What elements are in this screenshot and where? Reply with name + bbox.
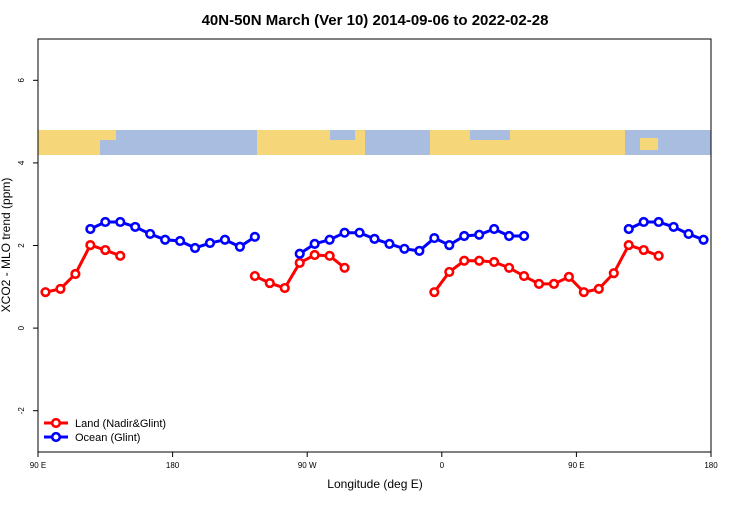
data-point bbox=[608, 268, 619, 279]
data-point bbox=[683, 228, 694, 240]
y-tick-label: 2 bbox=[17, 243, 26, 248]
data-point bbox=[504, 262, 515, 273]
data-point bbox=[264, 277, 275, 289]
data-point bbox=[474, 255, 485, 266]
data-point bbox=[653, 250, 664, 261]
data-point bbox=[518, 270, 530, 282]
data-point bbox=[548, 278, 560, 290]
map-land bbox=[430, 130, 625, 155]
data-point bbox=[100, 244, 111, 256]
data-point bbox=[249, 231, 260, 242]
data-point bbox=[130, 221, 141, 233]
data-point bbox=[294, 248, 305, 259]
data-point bbox=[160, 234, 171, 245]
data-point bbox=[444, 266, 455, 278]
data-point bbox=[115, 216, 126, 228]
y-tick-label: 4 bbox=[17, 160, 26, 165]
data-point bbox=[518, 230, 530, 242]
data-point bbox=[444, 239, 455, 251]
data-point bbox=[219, 234, 231, 245]
data-point bbox=[70, 268, 81, 280]
y-axis-label: XCO2 - MLO trend (ppm) bbox=[0, 178, 13, 313]
data-point bbox=[294, 257, 305, 268]
map-strip bbox=[38, 130, 711, 155]
data-point bbox=[623, 223, 634, 235]
legend-label: Ocean (Glint) bbox=[75, 432, 140, 444]
data-point bbox=[504, 230, 515, 242]
data-point bbox=[593, 283, 604, 294]
map-ocean bbox=[330, 130, 355, 140]
data-point bbox=[309, 249, 320, 261]
y-tick-label: 0 bbox=[17, 325, 26, 330]
data-point bbox=[489, 223, 500, 235]
y-tick-label: -2 bbox=[17, 407, 26, 415]
plot-frame bbox=[37, 38, 712, 453]
data-point bbox=[459, 255, 470, 266]
data-point bbox=[429, 232, 440, 244]
data-point bbox=[40, 287, 51, 298]
data-point bbox=[249, 270, 260, 282]
data-point bbox=[668, 221, 679, 233]
chart-title: 40N-50N March (Ver 10) 2014-09-06 to 202… bbox=[202, 12, 549, 29]
data-point bbox=[189, 242, 201, 254]
x-tick-label: 90 E bbox=[30, 461, 46, 470]
data-point bbox=[533, 278, 545, 290]
data-point bbox=[474, 229, 485, 240]
data-point bbox=[309, 238, 320, 249]
data-point bbox=[174, 235, 186, 247]
x-axis-label: Longitude (deg E) bbox=[327, 477, 422, 491]
data-point bbox=[414, 245, 425, 256]
map-land bbox=[640, 138, 658, 150]
data-point bbox=[339, 227, 350, 238]
map-ocean bbox=[470, 130, 510, 140]
data-point bbox=[578, 287, 589, 298]
data-point bbox=[429, 287, 440, 298]
data-point bbox=[563, 271, 575, 282]
map-ocean bbox=[100, 140, 130, 155]
data-point bbox=[384, 238, 395, 249]
data-point bbox=[369, 233, 380, 244]
data-point bbox=[204, 237, 216, 249]
legend-marker bbox=[50, 431, 62, 443]
data-point bbox=[623, 239, 634, 251]
data-point bbox=[399, 243, 410, 254]
data-point bbox=[234, 241, 245, 252]
series-line bbox=[45, 243, 660, 294]
data-point bbox=[653, 216, 664, 228]
data-point bbox=[279, 282, 290, 294]
data-point bbox=[55, 283, 66, 294]
data-point bbox=[100, 216, 111, 228]
legend-label: Land (Nadir&Glint) bbox=[75, 418, 166, 430]
data-point bbox=[324, 234, 335, 245]
data-point bbox=[85, 239, 96, 251]
data-point bbox=[115, 250, 126, 261]
data-point bbox=[324, 250, 335, 261]
x-tick-label: 180 bbox=[704, 461, 718, 470]
x-tick-label: 90 W bbox=[298, 461, 317, 470]
data-point bbox=[489, 256, 500, 268]
data-point bbox=[145, 228, 156, 240]
data-point bbox=[638, 244, 649, 256]
data-point bbox=[339, 262, 350, 273]
data-point bbox=[638, 216, 649, 228]
x-tick-label: 0 bbox=[440, 461, 445, 470]
data-point bbox=[354, 227, 365, 238]
data-point bbox=[698, 234, 709, 245]
y-tick-label: 6 bbox=[17, 78, 26, 83]
legend-marker bbox=[50, 417, 62, 429]
x-tick-label: 180 bbox=[166, 461, 180, 470]
x-tick-label: 90 E bbox=[568, 461, 584, 470]
data-point bbox=[459, 230, 470, 242]
data-point bbox=[85, 223, 96, 235]
